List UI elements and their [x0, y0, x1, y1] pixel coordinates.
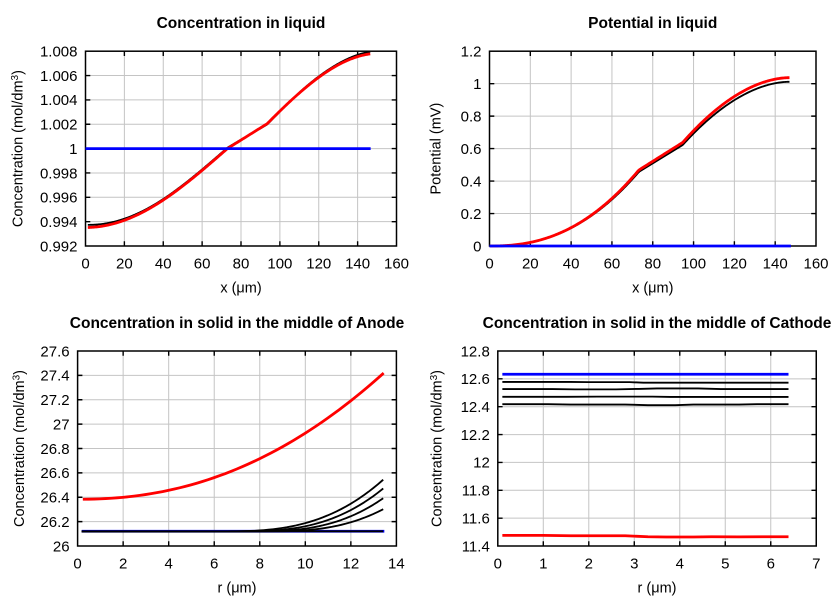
- svg-text:3: 3: [630, 556, 638, 573]
- svg-text:1.004: 1.004: [40, 92, 78, 109]
- svg-text:40: 40: [155, 256, 172, 273]
- svg-text:2: 2: [119, 556, 127, 573]
- svg-text:26: 26: [53, 538, 70, 555]
- svg-text:8: 8: [256, 556, 264, 573]
- svg-text:20: 20: [522, 256, 539, 273]
- svg-text:26.4: 26.4: [40, 490, 69, 507]
- svg-text:100: 100: [267, 256, 292, 273]
- svg-text:12.6: 12.6: [461, 371, 490, 388]
- svg-text:1: 1: [69, 141, 77, 158]
- svg-text:0: 0: [494, 556, 502, 573]
- svg-text:1.2: 1.2: [461, 44, 482, 61]
- svg-text:Potential (mV): Potential (mV): [429, 103, 445, 195]
- svg-text:5: 5: [721, 556, 729, 573]
- svg-text:11.6: 11.6: [462, 510, 490, 527]
- svg-text:160: 160: [803, 256, 828, 273]
- svg-text:4: 4: [676, 556, 684, 573]
- svg-text:0.2: 0.2: [461, 206, 482, 223]
- svg-text:r (μm): r (μm): [218, 581, 257, 597]
- svg-text:1: 1: [473, 76, 481, 93]
- svg-text:26.8: 26.8: [40, 441, 69, 458]
- svg-text:0.994: 0.994: [40, 214, 78, 231]
- svg-text:6: 6: [210, 556, 218, 573]
- svg-text:27.2: 27.2: [40, 392, 69, 409]
- svg-text:80: 80: [233, 256, 250, 273]
- svg-text:0.4: 0.4: [461, 173, 482, 190]
- svg-text:60: 60: [194, 256, 211, 273]
- svg-text:100: 100: [681, 256, 706, 273]
- svg-text:140: 140: [763, 256, 788, 273]
- svg-text:r (μm): r (μm): [638, 581, 677, 597]
- svg-text:0.8: 0.8: [461, 108, 482, 125]
- svg-text:20: 20: [116, 256, 133, 273]
- svg-text:2: 2: [585, 556, 593, 573]
- svg-text:6: 6: [767, 556, 775, 573]
- svg-text:14: 14: [388, 556, 405, 573]
- svg-text:140: 140: [345, 256, 370, 273]
- svg-text:11.4: 11.4: [462, 538, 490, 555]
- svg-text:10: 10: [297, 556, 314, 573]
- svg-text:Concentration in liquid: Concentration in liquid: [157, 15, 326, 32]
- svg-text:12.4: 12.4: [461, 399, 490, 416]
- svg-text:Concentration in solid in the: Concentration in solid in the middle of …: [70, 315, 405, 332]
- svg-text:12.8: 12.8: [461, 343, 490, 360]
- svg-text:1.008: 1.008: [40, 44, 78, 61]
- svg-text:0: 0: [485, 256, 493, 273]
- svg-text:27.4: 27.4: [40, 368, 69, 385]
- svg-text:12.2: 12.2: [461, 427, 490, 444]
- svg-text:1.002: 1.002: [40, 117, 78, 134]
- svg-text:x (μm): x (μm): [220, 281, 261, 297]
- svg-text:80: 80: [644, 256, 661, 273]
- svg-text:0.996: 0.996: [40, 190, 78, 207]
- svg-text:60: 60: [604, 256, 621, 273]
- svg-text:40: 40: [563, 256, 580, 273]
- svg-text:12: 12: [473, 455, 490, 472]
- svg-text:0.992: 0.992: [40, 238, 78, 255]
- svg-text:12: 12: [343, 556, 360, 573]
- svg-text:1.006: 1.006: [40, 68, 78, 85]
- svg-text:0: 0: [473, 238, 481, 255]
- svg-text:0.6: 0.6: [461, 141, 482, 158]
- svg-text:0: 0: [81, 256, 89, 273]
- svg-text:7: 7: [812, 556, 820, 573]
- svg-text:120: 120: [722, 256, 747, 273]
- svg-text:160: 160: [384, 256, 409, 273]
- svg-text:Concentration (mol/dm3): Concentration (mol/dm3): [12, 370, 29, 527]
- svg-text:26.2: 26.2: [40, 514, 69, 531]
- svg-text:x (μm): x (μm): [632, 281, 673, 297]
- svg-text:Potential in liquid: Potential in liquid: [588, 15, 717, 32]
- svg-text:0.998: 0.998: [40, 165, 78, 182]
- svg-text:11.8: 11.8: [462, 483, 490, 500]
- svg-text:0: 0: [73, 556, 81, 573]
- svg-text:26.6: 26.6: [40, 465, 69, 482]
- svg-text:Concentration in solid in the: Concentration in solid in the middle of …: [483, 315, 832, 332]
- svg-text:1: 1: [539, 556, 547, 573]
- svg-text:120: 120: [306, 256, 331, 273]
- svg-text:4: 4: [165, 556, 173, 573]
- svg-text:Concentration (mol/dm3): Concentration (mol/dm3): [10, 70, 27, 227]
- svg-text:Concentration (mol/dm3): Concentration (mol/dm3): [429, 370, 446, 527]
- svg-text:27: 27: [53, 416, 70, 433]
- svg-text:27.6: 27.6: [40, 343, 69, 360]
